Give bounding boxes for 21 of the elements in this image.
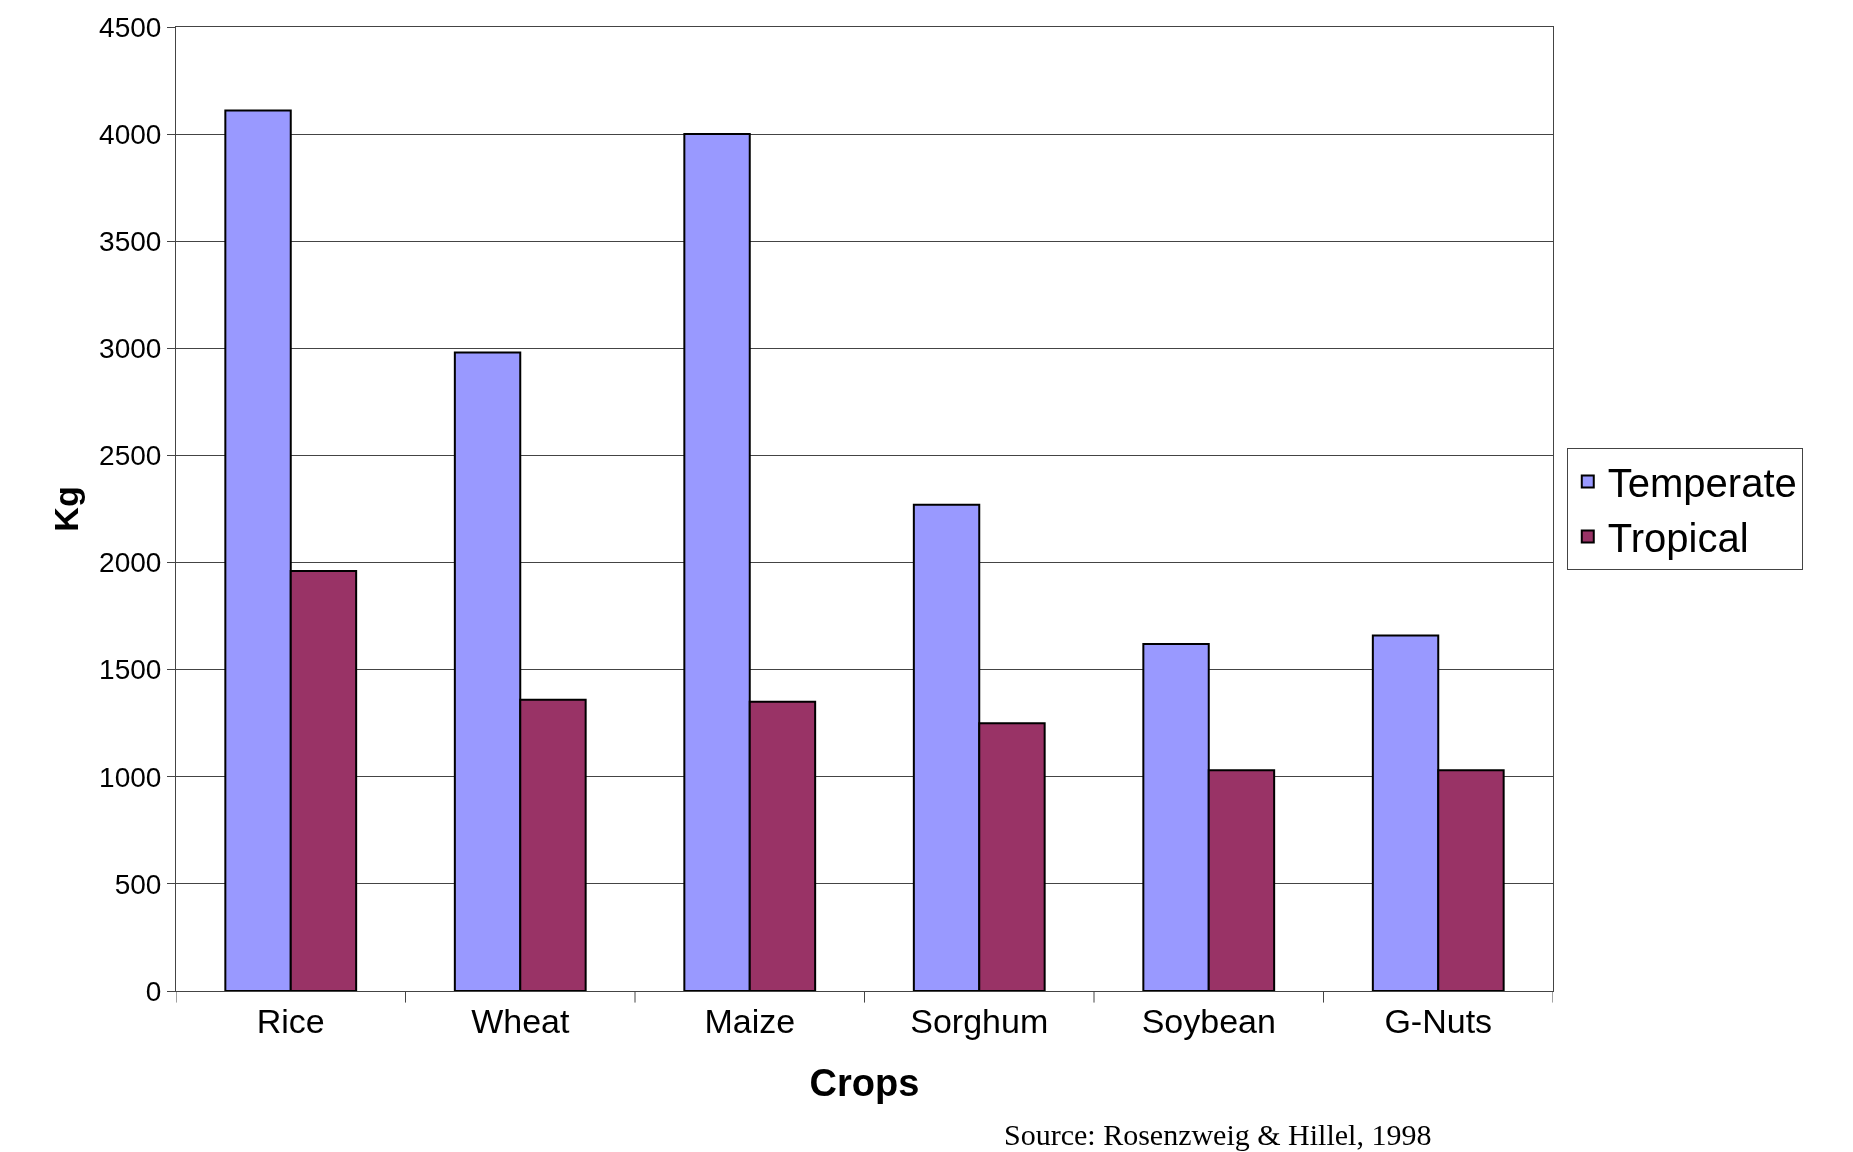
- y-tick-label: 3000: [99, 333, 162, 365]
- y-tick-label: 2000: [99, 547, 162, 579]
- legend-label: Tropical: [1607, 516, 1749, 561]
- x-tick-label: Rice: [256, 1001, 325, 1040]
- x-tick-label: Maize: [704, 1001, 796, 1040]
- y-tick-label: 0: [145, 975, 162, 1007]
- y-tick-label: 500: [114, 868, 162, 900]
- y-tick-label: 4500: [99, 11, 162, 43]
- y-axis-title: Kg: [46, 486, 85, 532]
- y-tick-label: 3500: [99, 226, 162, 258]
- source-note: Source: Rosenzweig & Hillel, 1998: [1004, 1118, 1432, 1151]
- x-axis-title: Crops: [809, 1061, 920, 1104]
- x-tick-label: Soybean: [1141, 1001, 1276, 1040]
- y-tick-label: 2500: [99, 440, 162, 472]
- x-tick-label: Wheat: [471, 1001, 570, 1040]
- x-tick-label: Sorghum: [910, 1001, 1049, 1040]
- x-tick-label: G-Nuts: [1384, 1001, 1493, 1040]
- y-tick-label: 4000: [99, 118, 162, 150]
- legend-label: Temperate: [1607, 461, 1797, 506]
- y-tick-label: 1500: [99, 654, 162, 686]
- y-tick-label: 1000: [99, 761, 162, 793]
